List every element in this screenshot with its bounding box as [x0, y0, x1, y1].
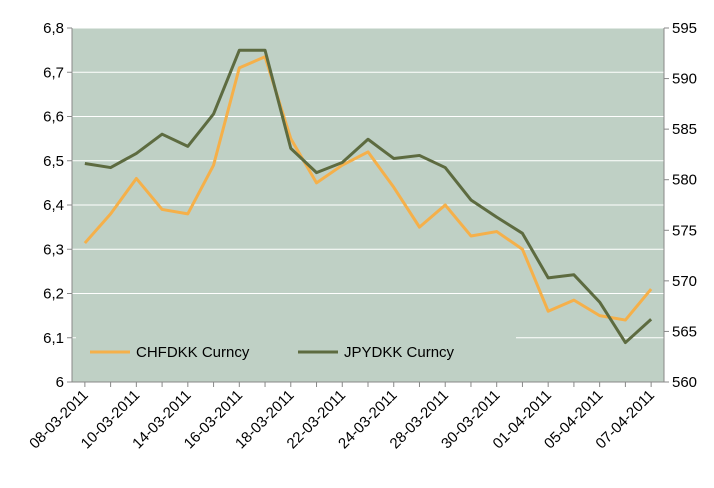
y-tick-label: 6,3 — [43, 241, 64, 258]
legend-label: JPYDKK Curncy — [344, 344, 455, 361]
legend-box — [76, 332, 516, 372]
y-tick-label: 6 — [56, 374, 64, 391]
y2-tick-label: 595 — [672, 20, 697, 37]
line-series — [83, 55, 653, 322]
line-series — [84, 48, 653, 345]
y2-tick-label: 585 — [672, 121, 697, 138]
y2-tick-label: 580 — [672, 172, 697, 189]
y-tick-label: 6,1 — [43, 330, 64, 347]
y-tick-label: 6,6 — [43, 109, 64, 126]
y-tick-label: 6,8 — [43, 20, 64, 37]
y2-tick-label: 570 — [672, 273, 697, 290]
y2-tick-label: 590 — [672, 71, 697, 88]
y2-tick-label: 560 — [672, 374, 697, 391]
y2-tick-label: 565 — [672, 323, 697, 340]
y-tick-label: 6,4 — [43, 197, 64, 214]
y2-tick-label: 575 — [672, 222, 697, 239]
legend-label: CHFDKK Curncy — [136, 344, 250, 361]
y-tick-label: 6,7 — [43, 64, 64, 81]
y-tick-label: 6,2 — [43, 286, 64, 303]
y-tick-label: 6,5 — [43, 153, 64, 170]
